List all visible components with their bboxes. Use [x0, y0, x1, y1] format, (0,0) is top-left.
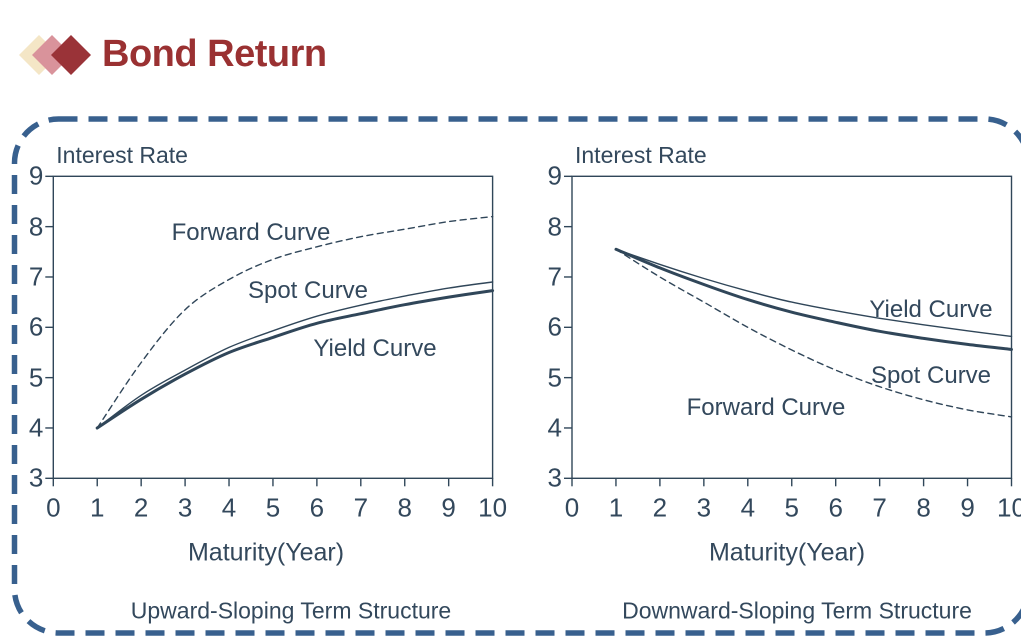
y-tick-label-downward: 4 — [547, 412, 562, 443]
spot-curve-line-downward — [614, 247, 1013, 351]
spot-curve-label-downward: Spot Curve — [870, 362, 992, 389]
chart-caption-downward: Downward-Sloping Term Structure — [622, 597, 972, 624]
x-tick-label-upward: 5 — [265, 492, 281, 523]
y-tick-label-upward: 5 — [28, 362, 44, 393]
y-tick-label-upward: 6 — [28, 311, 44, 342]
x-tick-label-downward: 10 — [997, 492, 1021, 523]
x-tick-label-downward: 2 — [652, 492, 668, 523]
page-title: Bond Return — [102, 32, 327, 75]
dashed-frame-border — [11, 116, 1021, 636]
y-tick-label-downward: 9 — [547, 160, 562, 191]
axis-title-interest-rate-upward: Interest Rate — [56, 142, 188, 168]
x-tick-label-upward: 9 — [441, 492, 456, 523]
chart-caption-upward: Upward-Sloping Term Structure — [130, 597, 452, 624]
yield-curve-line-downward — [615, 248, 1013, 338]
y-tick-label-upward: 8 — [28, 211, 44, 242]
spot-curve-label-upward: Spot Curve — [247, 277, 369, 304]
x-tick-label-downward: 1 — [608, 492, 624, 523]
x-tick-label-upward: 8 — [397, 492, 412, 523]
x-tick-label-downward: 3 — [696, 492, 712, 523]
x-tick-label-downward: 6 — [828, 492, 843, 523]
x-tick-label-downward: 7 — [872, 492, 887, 523]
yield-curve-line-upward — [95, 289, 495, 430]
yield-curve-label-downward: Yield Curve — [869, 296, 993, 323]
axis-title-interest-rate-downward: Interest Rate — [575, 142, 707, 168]
yield-curve-label-upward: Yield Curve — [313, 335, 437, 362]
x-tick-label-downward: 8 — [916, 492, 931, 523]
x-tick-label-downward: 4 — [740, 492, 756, 523]
x-tick-label-upward: 4 — [221, 492, 237, 523]
y-tick-label-upward: 7 — [28, 261, 44, 292]
forward-curve-label-upward: Forward Curve — [171, 219, 331, 246]
x-tick-label-upward: 0 — [46, 492, 61, 523]
forward-curve-line-downward — [615, 248, 1013, 418]
y-tick-label-upward: 4 — [28, 412, 44, 443]
forward-curve-line-upward — [96, 215, 494, 429]
y-tick-label-upward: 9 — [28, 160, 44, 191]
axis-title-maturity-upward: Maturity(Year) — [187, 538, 345, 567]
y-tick-label-downward: 7 — [547, 261, 562, 292]
axis-title-maturity-downward: Maturity(Year) — [708, 538, 866, 567]
x-tick-label-upward: 6 — [309, 492, 325, 523]
x-tick-label-upward: 3 — [177, 492, 193, 523]
x-tick-label-upward: 2 — [133, 492, 149, 523]
y-tick-label-downward: 6 — [547, 311, 562, 342]
x-tick-label-downward: 9 — [960, 492, 975, 523]
forward-curve-label-downward: Forward Curve — [686, 394, 846, 421]
x-tick-label-upward: 10 — [478, 492, 508, 523]
x-tick-label-upward: 1 — [89, 492, 105, 523]
x-tick-label-upward: 7 — [353, 492, 369, 523]
y-tick-label-downward: 5 — [547, 362, 562, 393]
y-tick-label-upward: 3 — [28, 462, 44, 493]
y-tick-label-downward: 8 — [547, 211, 562, 242]
x-tick-label-downward: 5 — [784, 492, 799, 523]
logo-diamond-darkred-icon — [51, 35, 91, 75]
y-tick-label-downward: 3 — [547, 462, 562, 493]
x-tick-label-downward: 0 — [564, 492, 580, 523]
spot-curve-line-upward — [96, 281, 494, 429]
